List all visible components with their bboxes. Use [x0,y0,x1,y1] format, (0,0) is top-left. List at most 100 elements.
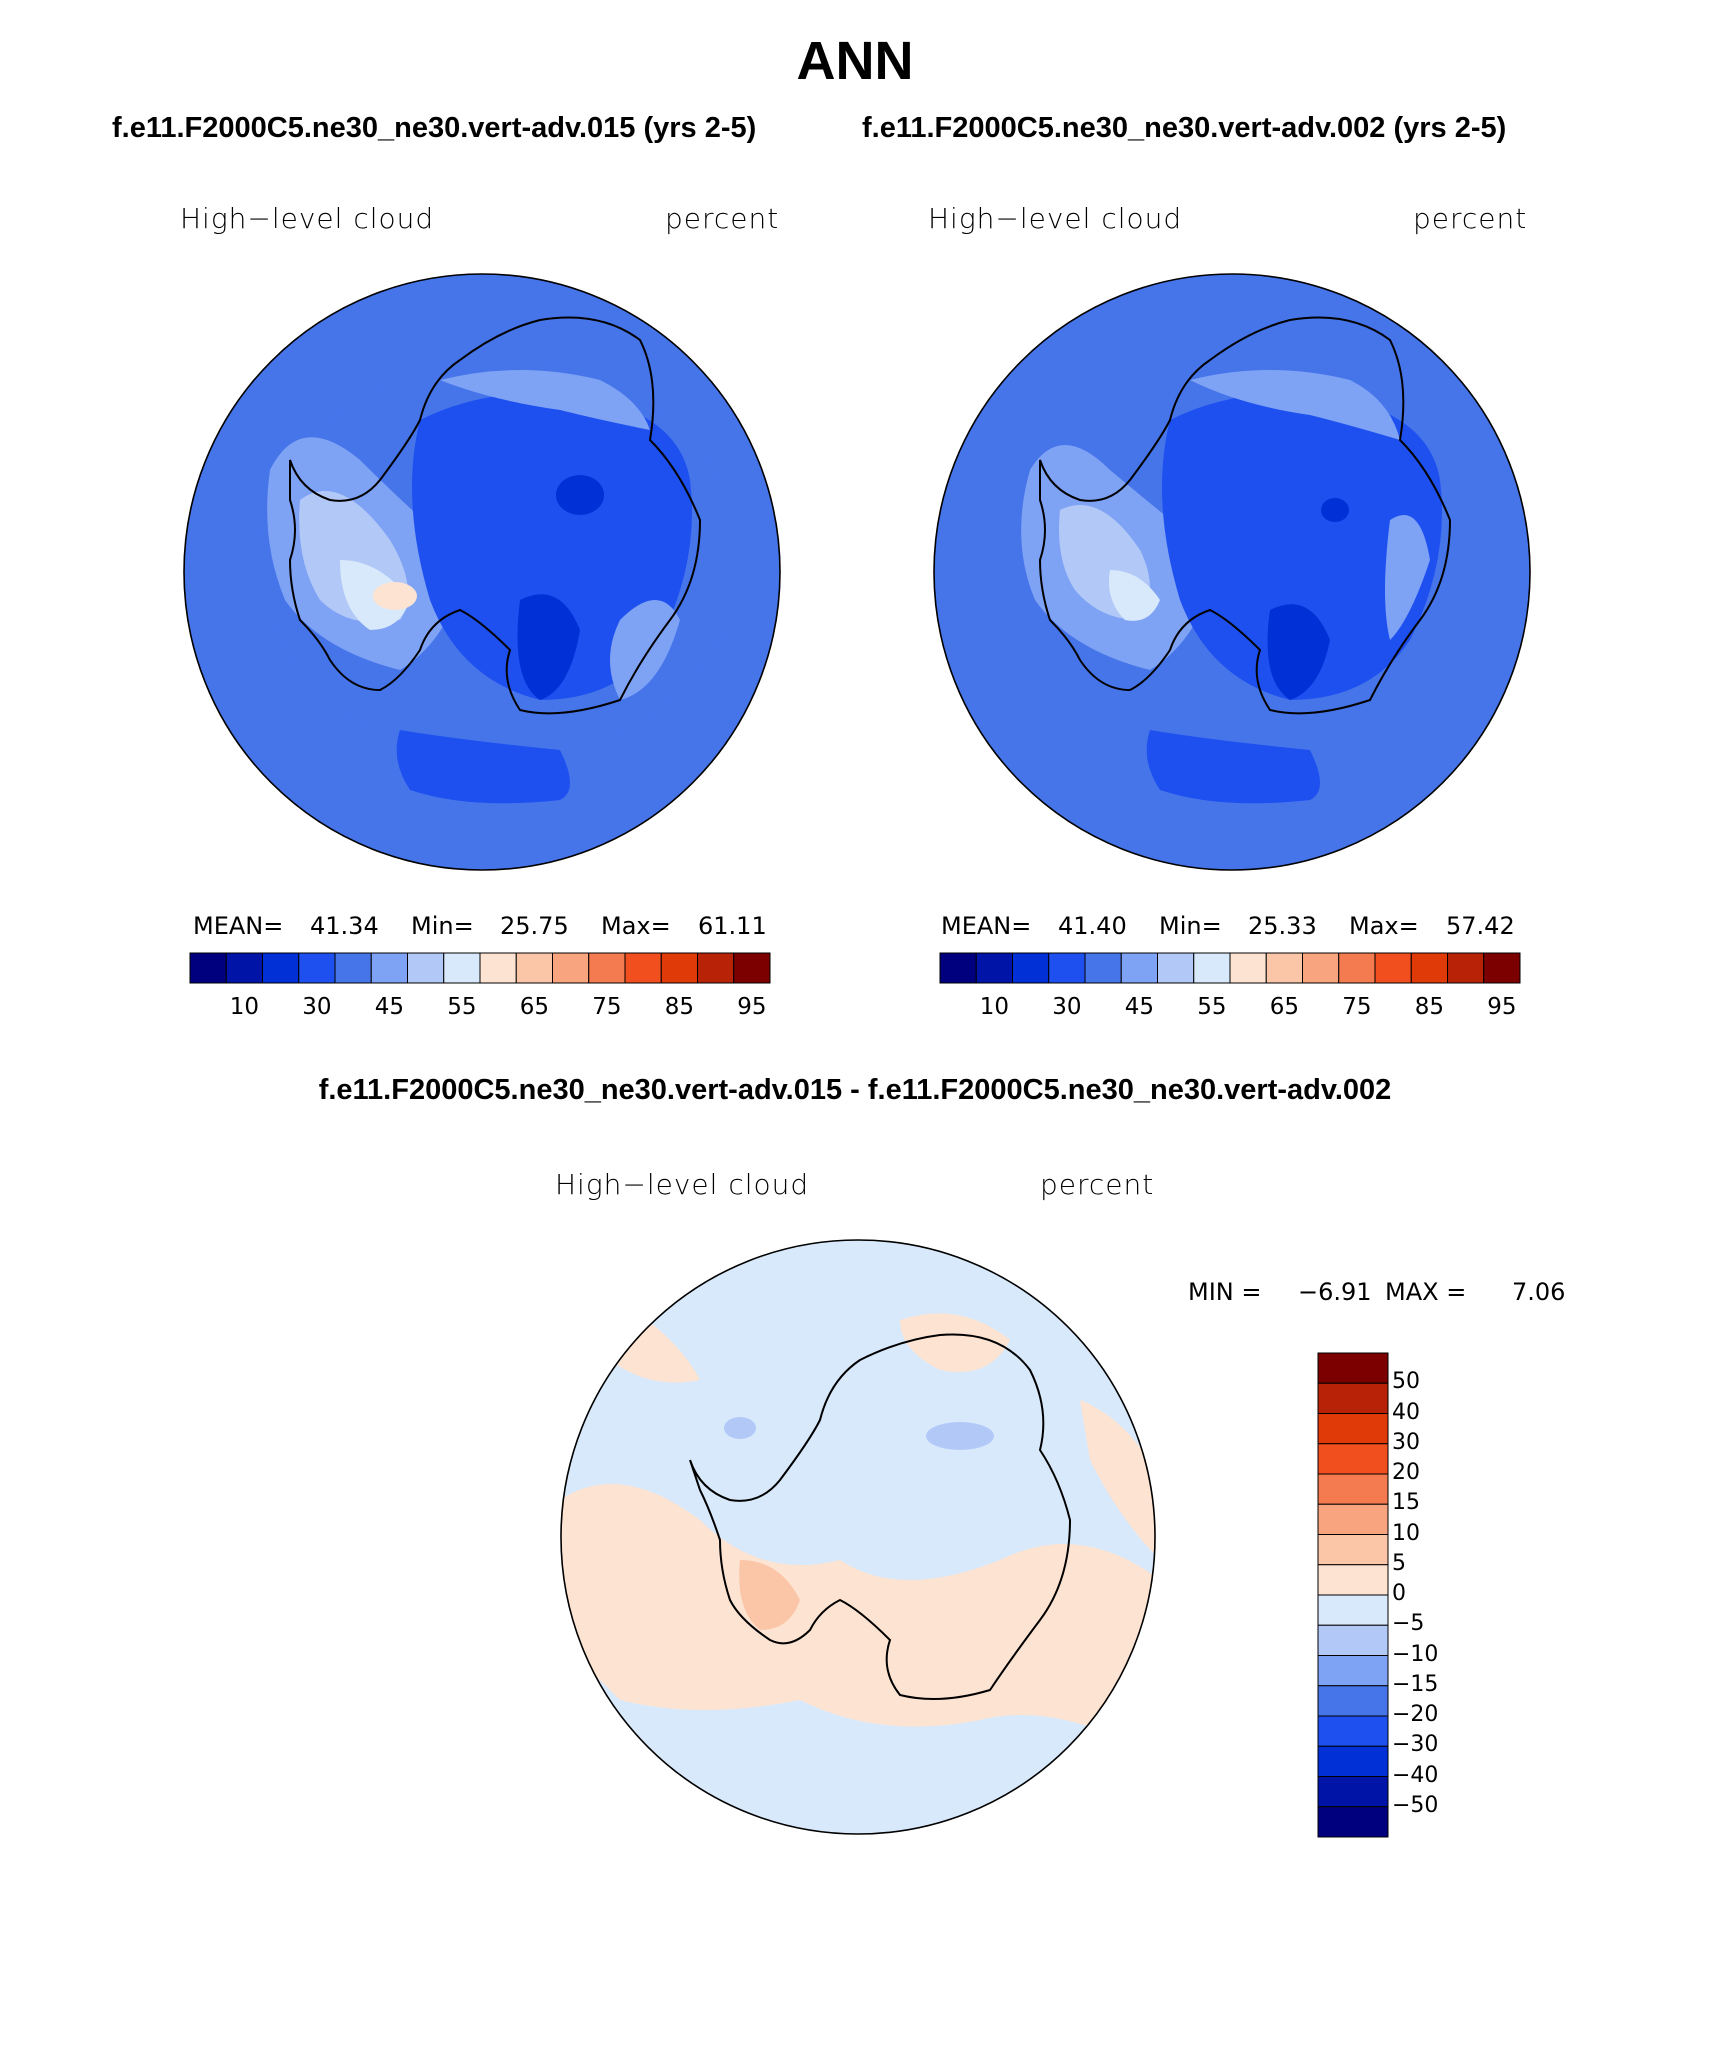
panel-1-colorbar-tick-label: 65 [519,994,550,1020]
difference-colorbar-swatch [1317,1564,1389,1596]
difference-variable: High−level cloud [555,1168,810,1201]
panel-1-colorbar-swatch [262,952,300,984]
panel-1-colorbar-tick-label: 85 [664,994,695,1020]
panel-1-colorbar-swatch [733,952,771,984]
panel-2-case-title: f.e11.F2000C5.ne30_ne30.vert-adv.002 (yr… [862,112,1507,144]
panel-2-colorbar-tick-label: 65 [1269,994,1300,1020]
panel-2-colorbar-swatch [1374,952,1412,984]
panel-1-colorbar-swatch [697,952,735,984]
panel-2-colorbar-tick-label: 55 [1197,994,1227,1020]
panel-2-colorbar-ticks: 10 30 45 55 65 75 85 95 [940,994,1520,1024]
panel-1-colorbar-swatch [479,952,517,984]
difference-colorbar-tick-label: 15 [1392,1490,1420,1516]
difference-colorbar-tick-label: 5 [1392,1550,1406,1576]
panel-2-colorbar-swatch [1048,952,1086,984]
panel-2-colorbar-tick-label: 30 [1052,994,1082,1020]
panel-1-colorbar [189,952,771,984]
panel-1-colorbar-swatch [334,952,372,984]
difference-colorbar-swatch [1317,1352,1389,1384]
difference-colorbar-tick-label: 30 [1392,1429,1420,1455]
panel-1-variable: High−level cloud [180,202,435,235]
panel-1-colorbar-swatch [624,952,662,984]
difference-colorbar-tick-label: −50 [1392,1792,1439,1818]
panel-2-colorbar-tick-label: 95 [1487,994,1517,1020]
panel-2-colorbar-swatch [1265,952,1303,984]
panel-2-mean-label: MEAN= [941,912,1032,940]
panel-2-colorbar-swatch [1157,952,1195,984]
difference-max-label: MAX = [1385,1278,1467,1306]
difference-min-value: −6.91 [1298,1278,1372,1306]
panel-1-mean-value: 41.34 [310,912,379,940]
figure-title: ANN [796,31,914,91]
panel-1-colorbar-tick-label: 30 [302,994,332,1020]
panel-2-min-label: Min= [1159,912,1222,940]
difference-colorbar-swatch [1317,1685,1389,1717]
difference-colorbar-swatch [1317,1443,1389,1475]
difference-colorbar-tick-label: 40 [1392,1399,1420,1425]
panel-2-colorbar-swatch [1012,952,1050,984]
panel-1-colorbar-tick-label: 75 [592,994,622,1020]
difference-colorbar-swatch [1317,1503,1389,1535]
panel-2-colorbar-swatch [1229,952,1267,984]
panel-2-colorbar-swatch [1302,952,1340,984]
difference-units: percent [1040,1168,1155,1201]
panel-2-colorbar-swatch [975,952,1013,984]
difference-colorbar-swatch [1317,1534,1389,1566]
panel-2-colorbar-swatch [1447,952,1485,984]
difference-colorbar-tick-label: 50 [1392,1369,1420,1395]
panel-1-colorbar-swatch [189,952,227,984]
panel-1-colorbar-swatch [370,952,408,984]
panel-2-colorbar-tick-label: 45 [1124,994,1155,1020]
difference-colorbar-swatch [1317,1806,1389,1838]
panel-1-max-value: 61.11 [698,912,767,940]
panel-2-max-value: 57.42 [1446,912,1515,940]
panel-1-colorbar-swatch [407,952,445,984]
difference-colorbar-tick-label: −10 [1392,1641,1439,1667]
difference-colorbar-tick-label: 10 [1392,1520,1420,1546]
panel-1-colorbar-tick-label: 10 [229,994,260,1020]
panel-1-colorbar-swatch [298,952,336,984]
difference-colorbar-tick-label: −30 [1392,1732,1439,1758]
difference-colorbar-swatch [1317,1745,1389,1777]
panel-2-colorbar-swatch [1483,952,1521,984]
difference-min-label: MIN = [1188,1278,1262,1306]
difference-colorbar-swatch [1317,1594,1389,1626]
difference-colorbar-tick-label: 20 [1392,1460,1420,1485]
panel-1-colorbar-ticks: 10 30 45 55 65 75 85 95 [190,994,770,1024]
panel-1-colorbar-swatch [225,952,263,984]
difference-colorbar-tick-label: −15 [1392,1671,1439,1697]
panel-2-min-value: 25.33 [1248,912,1317,940]
panel-2-variable: High−level cloud [928,202,1183,235]
difference-colorbar-ticks: 50 40 30 20 15 10 5 0 −5 −10 −15 −20 −30 −40 −50 [1392,1353,1492,1837]
panel-2-mean-value: 41.40 [1058,912,1127,940]
panel-2-colorbar-tick-label: 85 [1414,994,1445,1020]
panel-1-max-label: Max= [601,912,671,940]
panel-1-mean-label: MEAN= [193,912,284,940]
panel-2-colorbar-swatch [1338,952,1376,984]
panel-2-colorbar-tick-label: 10 [979,994,1010,1020]
difference-colorbar-tick-label: −5 [1392,1611,1425,1637]
difference-colorbar-swatch [1317,1624,1389,1656]
panel-1-case-title: f.e11.F2000C5.ne30_ne30.vert-adv.015 (yr… [112,112,757,144]
difference-colorbar-swatch [1317,1655,1389,1687]
panel-1-min-value: 25.75 [500,912,569,940]
difference-colorbar [1317,1352,1389,1838]
panel-2-colorbar-swatch [1193,952,1231,984]
panel-1-colorbar-swatch [552,952,590,984]
difference-title: f.e11.F2000C5.ne30_ne30.vert-adv.015 - f… [318,1074,1392,1106]
panel-2-units: percent [1413,202,1528,235]
panel-1-units: percent [665,202,780,235]
panel-1-colorbar-swatch [588,952,626,984]
difference-colorbar-swatch [1317,1413,1389,1445]
difference-colorbar-swatch [1317,1776,1389,1808]
panel-1-colorbar-swatch [515,952,553,984]
panel-2-colorbar-tick-label: 75 [1342,994,1372,1020]
panel-2-colorbar-swatch [1410,952,1448,984]
panel-1-colorbar-swatch [443,952,481,984]
panel-2-colorbar [939,952,1521,984]
difference-colorbar-tick-label: −40 [1392,1762,1439,1788]
panel-2-colorbar-swatch [1120,952,1158,984]
difference-colorbar-swatch [1317,1473,1389,1505]
difference-colorbar-swatch [1317,1715,1389,1747]
